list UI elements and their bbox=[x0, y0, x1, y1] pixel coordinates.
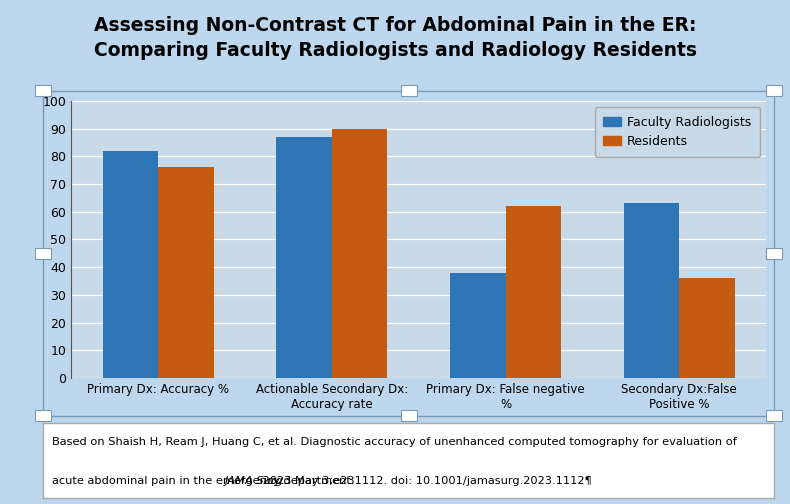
Bar bbox=[506, 206, 561, 378]
Bar bbox=[158, 167, 214, 378]
Bar bbox=[679, 278, 735, 378]
Legend: Faculty Radiologists, Residents: Faculty Radiologists, Residents bbox=[595, 107, 760, 157]
FancyBboxPatch shape bbox=[36, 85, 51, 96]
Bar bbox=[623, 203, 679, 378]
Text: acute abdominal pain in the emergency department.: acute abdominal pain in the emergency de… bbox=[52, 476, 359, 485]
Text: JAMA Surg.: JAMA Surg. bbox=[224, 476, 287, 485]
FancyBboxPatch shape bbox=[766, 85, 782, 96]
Bar bbox=[450, 273, 506, 378]
FancyBboxPatch shape bbox=[401, 85, 417, 96]
FancyBboxPatch shape bbox=[36, 410, 51, 421]
Text: 2023 May 3;e231112. doi: 10.1001/jamasurg.2023.1112¶: 2023 May 3;e231112. doi: 10.1001/jamasur… bbox=[259, 476, 592, 485]
Bar bbox=[103, 151, 158, 378]
FancyBboxPatch shape bbox=[766, 410, 782, 421]
FancyBboxPatch shape bbox=[36, 248, 51, 259]
Bar bbox=[276, 137, 332, 378]
Text: Based on Shaish H, Ream J, Huang C, et al. Diagnostic accuracy of unenhanced com: Based on Shaish H, Ream J, Huang C, et a… bbox=[52, 437, 737, 447]
FancyBboxPatch shape bbox=[401, 410, 417, 421]
FancyBboxPatch shape bbox=[766, 248, 782, 259]
Bar bbox=[332, 129, 387, 378]
Text: Assessing Non-Contrast CT for Abdominal Pain in the ER:
Comparing Faculty Radiol: Assessing Non-Contrast CT for Abdominal … bbox=[93, 16, 697, 60]
